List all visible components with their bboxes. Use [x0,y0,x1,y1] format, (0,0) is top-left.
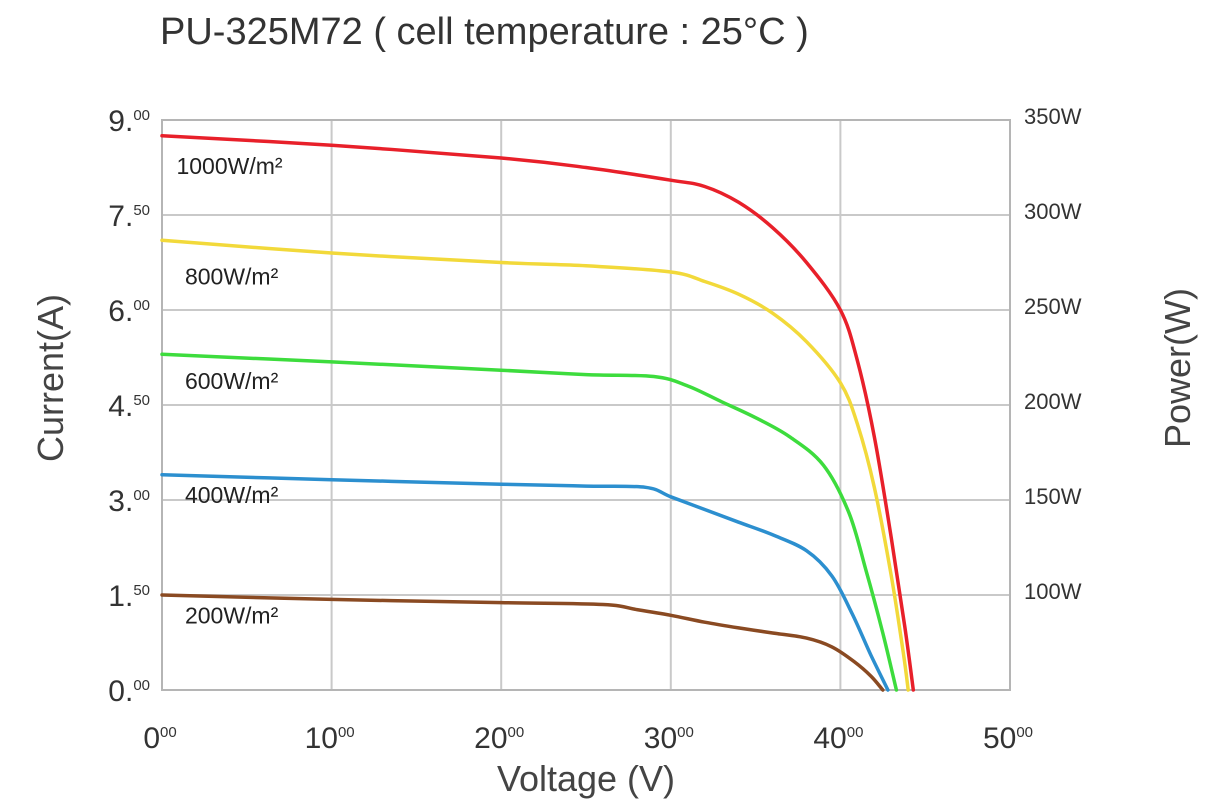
x-tick-label-5: 5000 [983,722,1033,755]
series-line-2 [160,352,899,692]
curve-labels: 1000W/m² 800W/m² 600W/m² 400W/m² 200W/m² [176,153,282,629]
y2-tick-label-3: 250W [1024,294,1082,319]
y-axis-label: Current(A) [30,294,71,462]
y-tick-label-6: 9.00 [108,105,150,138]
y2-tick-label-4: 300W [1024,199,1082,224]
y-tick-label-3: 4.50 [108,390,150,423]
series-line-4 [160,593,885,692]
x-tick-labels: 000 1000 2000 3000 4000 5000 [143,722,1033,755]
y2-tick-label-5: 350W [1024,104,1082,129]
y2-tick-label-2: 200W [1024,389,1082,414]
x-tick-label-4: 4000 [813,722,863,755]
x-tick-label-3: 3000 [644,722,694,755]
y2-tick-label-0: 100W [1024,579,1082,604]
y-tick-label-4: 6.00 [108,295,150,328]
y-tick-label-2: 3.00 [108,485,150,518]
curves [160,134,916,692]
y-tick-labels: 0.00 1.50 3.00 4.50 6.00 7.50 9.00 [108,105,150,708]
series-label-2: 600W/m² [185,368,279,394]
plot-frame [161,119,1011,691]
y-tick-label-0: 0.00 [108,675,150,708]
y-tick-label-5: 7.50 [108,200,150,233]
chart-title: PU-325M72 ( cell temperature : 25°C ) [160,11,809,53]
y2-axis-label: Power(W) [1157,288,1198,448]
x-tick-label-1: 1000 [305,722,355,755]
series-line-3 [160,472,890,692]
x-tick-label-0: 000 [143,722,176,755]
series-line-0 [160,134,916,692]
y2-tick-labels: 100W 150W 200W 250W 300W 350W [1024,104,1082,604]
series-label-1: 800W/m² [185,264,279,290]
series-label-0: 1000W/m² [176,153,282,179]
series-line-1 [160,238,910,692]
y-tick-label-1: 1.50 [108,580,150,613]
series-label-4: 200W/m² [185,603,279,629]
series-label-3: 400W/m² [185,482,279,508]
x-axis-label: Voltage (V) [497,758,675,799]
x-tick-label-2: 2000 [474,722,524,755]
y2-tick-label-1: 150W [1024,484,1082,509]
